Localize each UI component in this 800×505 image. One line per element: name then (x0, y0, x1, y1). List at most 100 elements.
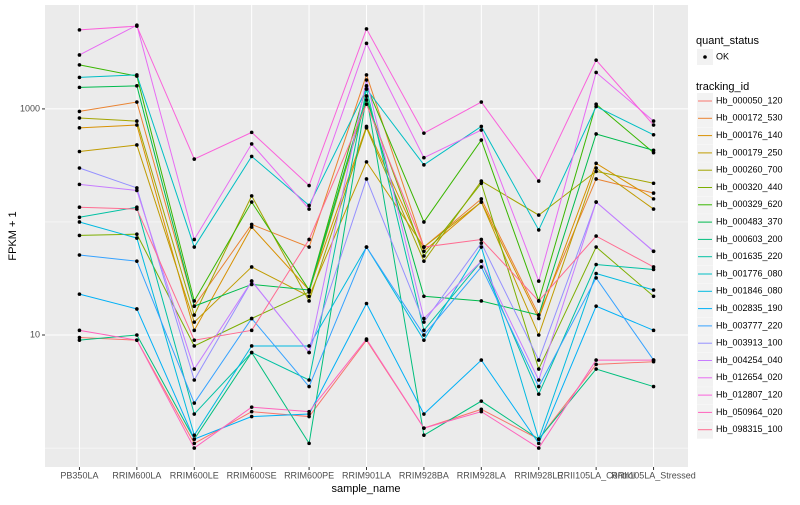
data-point (249, 316, 254, 321)
data-point (651, 148, 656, 153)
data-point (651, 191, 656, 195)
data-point (249, 194, 254, 198)
data-point (422, 249, 426, 254)
data-point (651, 123, 656, 127)
data-point (77, 233, 82, 238)
data-point (249, 282, 254, 287)
data-point (249, 142, 254, 146)
data-point (192, 304, 197, 308)
data-point (135, 143, 139, 147)
data-point (77, 126, 82, 130)
data-point (307, 441, 311, 446)
data-point (422, 220, 426, 224)
data-point (594, 276, 598, 280)
data-point (364, 102, 369, 107)
legend-label: Hb_000603_200 (716, 234, 783, 244)
data-point (364, 301, 369, 306)
data-point (249, 130, 254, 135)
data-point (192, 441, 197, 446)
data-point (364, 337, 369, 341)
data-point (536, 313, 541, 317)
legend-point (703, 55, 707, 59)
x-tick-label: RRIM600LE (170, 470, 219, 480)
data-point (651, 181, 656, 186)
data-point (594, 367, 598, 371)
data-point (422, 333, 426, 337)
data-point (77, 335, 82, 340)
data-point (249, 344, 254, 348)
legend-label: Hb_012807_120 (716, 389, 783, 399)
data-point (307, 183, 311, 188)
data-point (651, 294, 656, 299)
data-point (192, 378, 197, 382)
data-point (77, 253, 82, 257)
data-point (249, 405, 254, 409)
data-point (307, 245, 311, 249)
data-point (479, 259, 484, 263)
legend-label: Hb_001846_080 (716, 286, 783, 296)
data-point (536, 279, 541, 283)
data-point (364, 177, 369, 181)
data-point (135, 84, 139, 88)
data-point (77, 215, 82, 220)
data-point (249, 265, 254, 269)
data-point (135, 236, 139, 240)
data-point (249, 409, 254, 414)
data-point (422, 412, 426, 416)
data-point (135, 186, 139, 190)
data-point (422, 316, 426, 321)
data-point (192, 344, 197, 348)
data-point (77, 116, 82, 120)
x-axis-title: sample_name (331, 483, 400, 495)
legend-label: Hb_000179_250 (716, 147, 783, 157)
data-point (135, 123, 139, 127)
legend-label: Hb_003913_100 (716, 338, 783, 348)
data-point (249, 350, 254, 355)
data-point (364, 27, 369, 31)
data-point (77, 182, 82, 187)
data-point (249, 279, 254, 283)
data-point (479, 200, 484, 204)
data-point (422, 254, 426, 258)
data-point (192, 446, 197, 450)
data-point (307, 350, 311, 355)
x-tick-label: PB350LA (60, 470, 98, 480)
data-point (651, 288, 656, 292)
data-point (536, 437, 541, 441)
data-point (364, 126, 369, 130)
data-point (594, 132, 598, 136)
data-point (307, 409, 311, 414)
data-point (192, 157, 197, 161)
legend-label: Hb_001776_080 (716, 268, 783, 278)
data-point (594, 70, 598, 75)
x-tick-label: RRIM600SE (227, 470, 277, 480)
data-point (594, 166, 598, 170)
data-point (192, 338, 197, 342)
legend-title: quant_status (696, 35, 759, 47)
data-point (364, 78, 369, 82)
data-point (594, 58, 598, 62)
x-tick-label: RRIM901LA (342, 470, 391, 480)
data-point (364, 73, 369, 77)
legend-label: Hb_012654_020 (716, 372, 783, 382)
data-point (77, 328, 82, 333)
legend-label: Hb_004254_040 (716, 355, 783, 365)
data-point (77, 63, 82, 67)
x-tick-label: RRIM600PE (284, 470, 334, 480)
data-point (422, 259, 426, 263)
legend-label: Hb_000260_700 (716, 165, 783, 175)
legend-title: tracking_id (696, 81, 749, 93)
legend-label: Hb_000172_530 (716, 113, 783, 123)
data-point (77, 338, 82, 342)
x-tick-label: RRIM928LE (514, 470, 563, 480)
data-point (135, 333, 139, 337)
data-point (364, 87, 369, 91)
data-point (651, 358, 656, 362)
data-point (651, 119, 656, 123)
legend-label: Hb_001635_220 (716, 251, 783, 261)
data-point (135, 188, 139, 193)
data-point (77, 220, 82, 224)
data-point (594, 358, 598, 362)
data-point (479, 124, 484, 129)
